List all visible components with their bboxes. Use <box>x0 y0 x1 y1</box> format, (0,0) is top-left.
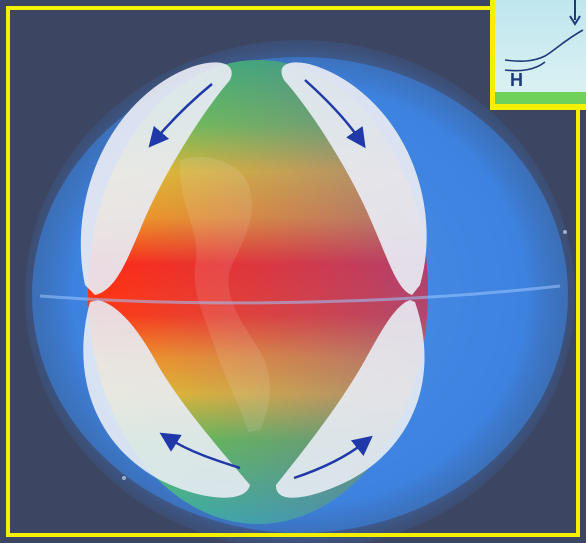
north-cell-right-arrow-icon <box>304 79 366 149</box>
north-cell-left-arrow-icon <box>148 83 213 148</box>
star <box>563 230 567 234</box>
inset-curl-arrow-2-icon <box>504 61 546 72</box>
star <box>122 476 126 480</box>
south-cell-left <box>83 300 250 498</box>
inset-arrows <box>504 0 584 72</box>
south-cell-right-arrow-icon <box>293 435 373 480</box>
south-cell-right <box>275 300 425 498</box>
equator-seam <box>39 284 561 305</box>
inset-down-arrowhead-icon <box>569 15 581 26</box>
inset-high-pressure-label: H <box>510 70 523 90</box>
inset-curl-arrow-icon <box>504 29 584 62</box>
continent-shape <box>179 156 270 433</box>
inset-panel: H <box>495 0 586 104</box>
south-cell-left-arrow-icon <box>159 432 241 470</box>
inset-diagram: H <box>490 0 586 110</box>
north-cell-left <box>80 62 232 295</box>
image-border <box>6 6 580 537</box>
north-cell-right <box>281 62 427 295</box>
inset-ground <box>495 92 586 104</box>
